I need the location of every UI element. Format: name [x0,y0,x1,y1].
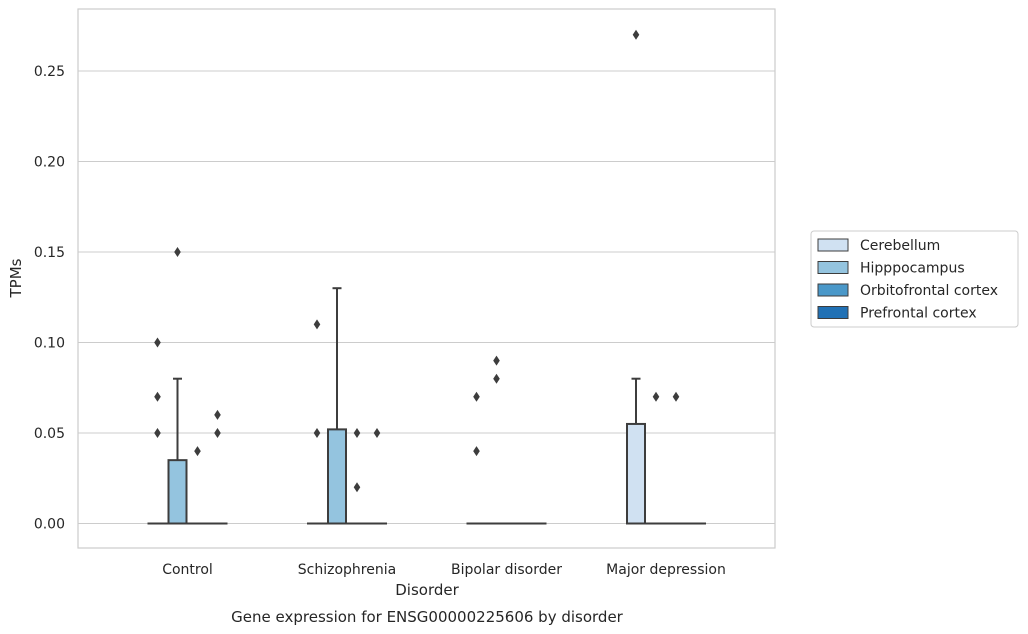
outlier-point [214,428,221,438]
grid-lines [78,70,775,525]
outlier-point [672,391,680,402]
legend-swatch [817,306,849,319]
legend-swatch [817,283,849,297]
outlier-point [214,409,221,420]
y-tick-label: 0.15 [34,245,65,261]
legend: Cerebellum Hipppocampus Orbitofrontal cort… [810,230,1019,328]
y-tick-label: 0.00 [34,517,65,533]
x-axis-label: Disorder [395,581,459,599]
legend-frame [810,230,1019,328]
box-iqr [167,459,188,525]
outlier-point [493,355,500,366]
legend-label: Orbitofrontal cortex [860,283,998,299]
y-tick-label: 0.25 [34,64,65,80]
y-axis-ticks: 0.00 0.05 0.10 0.15 0.20 0.25 [34,64,65,533]
outlier-point [154,428,161,438]
y-tick-label: 0.20 [34,155,65,171]
box-hipppocampus [327,287,347,525]
y-axis-label: TPMs [7,258,25,298]
outliers [154,29,680,493]
box-iqr [327,428,347,525]
outlier-point [313,428,321,438]
outlier-point [652,391,660,402]
x-tick-label: Bipolar disorder [451,562,562,578]
outlier-point [353,428,361,438]
x-tick-label: Control [162,562,213,578]
chart-caption: Gene expression for ENSG00000225606 by d… [231,608,624,626]
y-tick-label: 0.10 [34,336,65,352]
box-cerebellum [626,377,646,525]
legend-label: Cerebellum [860,238,940,254]
outlier-point [493,373,500,384]
x-tick-label: Major depression [606,562,726,578]
box-iqr [626,422,646,525]
boxes [147,287,706,525]
outlier-point [194,446,201,457]
outlier-point [154,337,161,348]
x-axis-ticks: Control Schizophrenia Bipolar disorder Majo… [162,562,726,578]
legend-swatch [817,261,849,274]
y-tick-label: 0.05 [34,426,65,442]
legend-label: Prefrontal cortex [860,306,977,322]
legend-label: Hipppocampus [860,261,965,277]
legend-swatch [817,238,849,252]
outlier-point [473,391,480,402]
x-tick-label: Schizophrenia [298,562,396,578]
outlier-point [313,319,321,330]
outlier-point [353,482,361,493]
outlier-point [373,428,381,438]
outlier-point [174,247,181,257]
outlier-point [632,29,640,40]
plot-area-frame [77,8,776,549]
outlier-point [154,391,161,402]
outlier-point [473,446,480,457]
box-hipppocampus [167,377,188,525]
